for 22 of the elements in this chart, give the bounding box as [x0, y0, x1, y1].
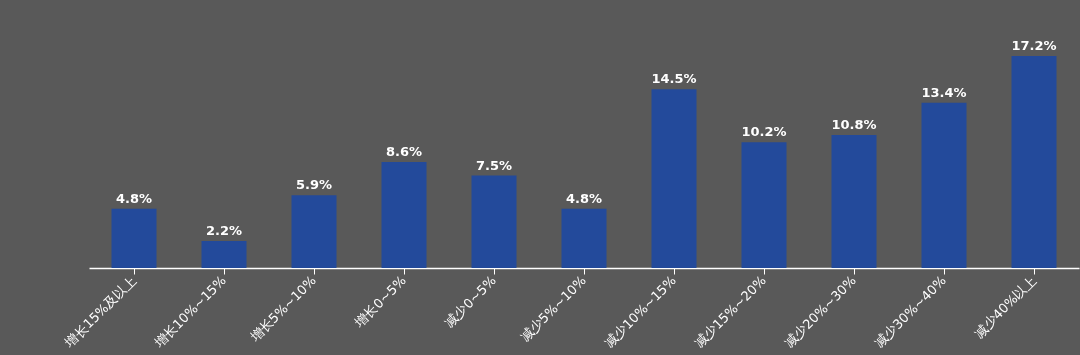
bar: [201, 240, 247, 268]
data-label: 2.2%: [205, 222, 243, 238]
bar: [111, 208, 157, 268]
data-label: 5.9%: [295, 177, 333, 193]
data-label: 10.2%: [741, 124, 787, 140]
data-label: 10.8%: [831, 116, 877, 132]
bar: [831, 134, 877, 268]
bar: [381, 162, 427, 268]
bar: [741, 142, 787, 268]
bar: [291, 195, 337, 268]
data-label: 13.4%: [921, 84, 967, 100]
data-label: 4.8%: [115, 190, 153, 206]
data-label: 14.5%: [651, 71, 697, 87]
data-label: 7.5%: [475, 157, 513, 173]
bar: [1011, 56, 1057, 268]
bar: [471, 175, 517, 268]
bar: [651, 89, 697, 268]
data-label: 17.2%: [1011, 38, 1057, 53]
data-label: 8.6%: [385, 144, 423, 159]
data-label: 4.8%: [565, 190, 603, 206]
bar: [921, 102, 967, 268]
bar: [561, 208, 607, 268]
